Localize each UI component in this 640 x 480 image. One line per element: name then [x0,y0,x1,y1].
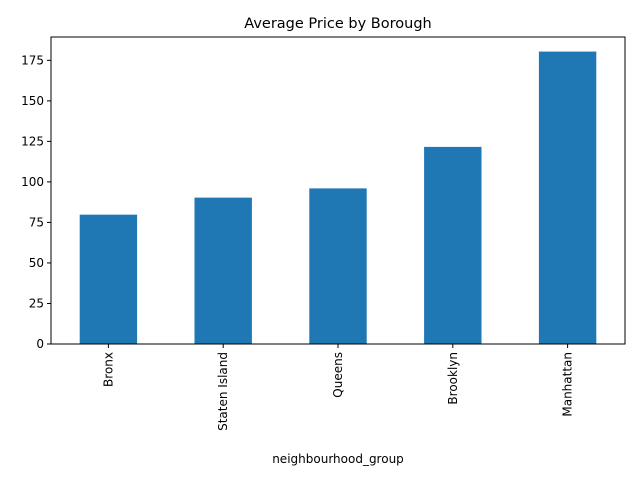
x-axis: Bronx Staten Island Queens Brooklyn Manhatta… [101,344,575,431]
x-tick-label: Brooklyn [446,352,460,405]
y-tick-label: 50 [29,256,44,270]
x-axis-label: neighbourhood_group [272,452,404,466]
x-tick-label: Staten Island [216,352,230,431]
plot-frame [50,36,626,345]
y-tick-label: 25 [29,296,44,310]
bar-brooklyn [424,146,482,344]
x-tick-label: Bronx [101,352,115,387]
bars-group [79,51,597,345]
bar-queens [309,188,367,344]
x-tick-label: Manhattan [561,352,575,417]
bar-manhattan [538,51,597,345]
x-tick-label: Queens [331,352,345,398]
y-tick-label: 125 [21,134,44,148]
bar-bronx [79,214,138,344]
y-tick-label: 100 [21,175,44,189]
y-axis: 0 25 50 75 100 125 150 175 [21,53,51,351]
chart-title: Average Price by Borough [244,16,431,32]
y-tick-label: 0 [36,337,44,351]
y-tick-label: 150 [21,94,44,108]
y-tick-label: 75 [29,215,44,229]
bar-staten-island [194,197,252,344]
y-tick-label: 175 [21,53,44,67]
